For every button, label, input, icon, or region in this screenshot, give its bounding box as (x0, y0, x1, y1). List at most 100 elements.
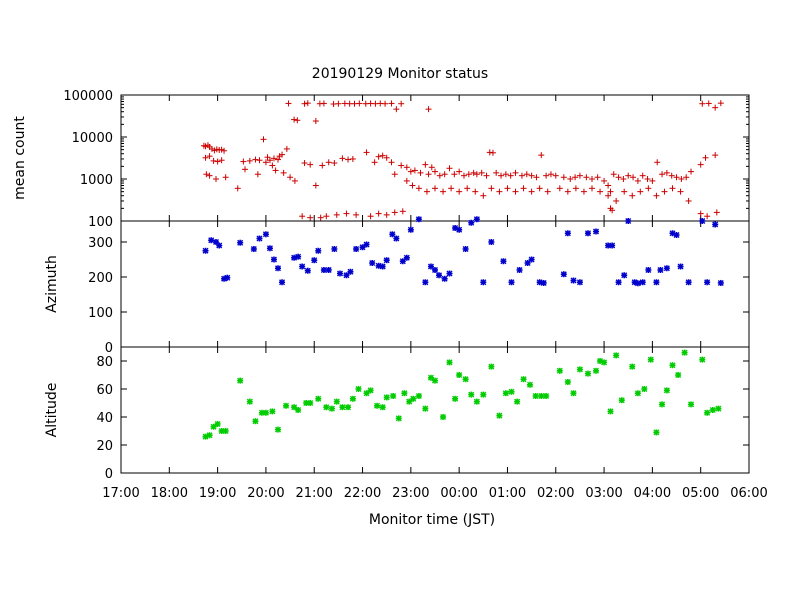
marker-d2 (262, 231, 269, 238)
marker-d2 (336, 270, 343, 277)
data-point (295, 407, 302, 413)
x-tick-label: 20:00 (247, 486, 284, 501)
data-point (441, 171, 448, 178)
x-tick-label: 19:00 (199, 486, 236, 501)
data-point (483, 172, 490, 179)
data-point (440, 188, 447, 195)
data-point (283, 145, 290, 152)
data-point (480, 391, 487, 398)
x-tick-label: 00:00 (440, 486, 477, 501)
data-point (295, 253, 302, 260)
data-point (688, 401, 695, 408)
data-point (446, 359, 453, 366)
data-point (383, 211, 390, 218)
data-point (279, 279, 286, 286)
marker-d2 (359, 244, 366, 251)
data-point (301, 100, 308, 107)
marker-d2 (315, 247, 322, 254)
marker-d2 (383, 257, 390, 264)
marker-d2 (432, 377, 438, 384)
data-point (202, 154, 209, 161)
data-point (699, 218, 706, 224)
marker-d2 (452, 395, 459, 402)
data-point (363, 149, 370, 156)
y-tick-label: 40 (96, 411, 113, 426)
series-mean-count (200, 100, 724, 221)
marker-d2 (677, 263, 684, 270)
y-tick-label: 20 (96, 439, 113, 454)
data-point (532, 393, 539, 399)
marker-d2 (407, 226, 414, 233)
data-point (641, 386, 648, 392)
data-point (379, 152, 386, 159)
data-point (644, 176, 651, 182)
marker-d2 (304, 267, 311, 274)
data-point (266, 245, 273, 252)
data-point (409, 182, 416, 189)
data-point (415, 393, 422, 399)
marker-d2 (540, 279, 547, 286)
x-tick-label: 06:00 (730, 486, 767, 501)
data-point (246, 398, 253, 405)
data-point (275, 265, 281, 272)
marker-d2 (663, 265, 670, 272)
data-point (222, 174, 229, 181)
data-point (572, 174, 579, 181)
data-point (685, 279, 692, 286)
data-point (407, 226, 414, 233)
data-point (528, 172, 535, 179)
data-point (613, 197, 620, 204)
data-point (661, 188, 668, 195)
data-point (675, 372, 682, 378)
panel-azimuth: 0 100 200 300 Azimuth (44, 216, 750, 356)
marker-d2 (390, 393, 397, 399)
data-point (367, 213, 374, 220)
marker-d2 (395, 415, 402, 422)
marker-d2 (717, 279, 724, 286)
data-point (448, 185, 455, 192)
marker-d2 (379, 263, 386, 270)
data-point (425, 106, 432, 113)
marker-d2 (543, 393, 550, 399)
data-point (678, 176, 685, 182)
marker-d2 (283, 402, 290, 409)
data-point (427, 263, 434, 270)
data-point (422, 279, 429, 286)
marker-d2 (311, 257, 318, 264)
data-point (468, 391, 475, 398)
marker-d2 (427, 263, 434, 270)
data-point (659, 171, 666, 178)
data-point (280, 169, 287, 176)
data-point (275, 426, 281, 433)
data-point (556, 185, 563, 192)
data-point (618, 397, 625, 404)
data-point (325, 267, 332, 273)
data-point (391, 171, 398, 178)
data-point (570, 277, 577, 284)
data-point (500, 258, 507, 265)
marker-d2 (480, 279, 487, 286)
x-tick-label: 02:00 (537, 486, 574, 501)
data-point (528, 188, 535, 195)
data-point (279, 151, 286, 158)
data-point (417, 169, 424, 176)
data-point (615, 174, 622, 181)
marker-d2 (663, 387, 670, 394)
marker-d2 (488, 239, 495, 245)
data-point (540, 279, 547, 286)
marker-d2 (508, 279, 515, 286)
data-point (462, 246, 469, 252)
data-point (393, 235, 400, 242)
marker-d2 (403, 254, 410, 261)
data-point (441, 275, 448, 282)
data-point (702, 154, 709, 161)
data-point (536, 185, 543, 192)
marker-d2 (256, 235, 263, 242)
y-tick-label: 100000 (63, 89, 113, 104)
data-point (456, 372, 463, 378)
marker-d2 (613, 352, 620, 359)
data-point (677, 188, 684, 195)
data-point (610, 171, 617, 178)
marker-d2 (634, 390, 641, 397)
